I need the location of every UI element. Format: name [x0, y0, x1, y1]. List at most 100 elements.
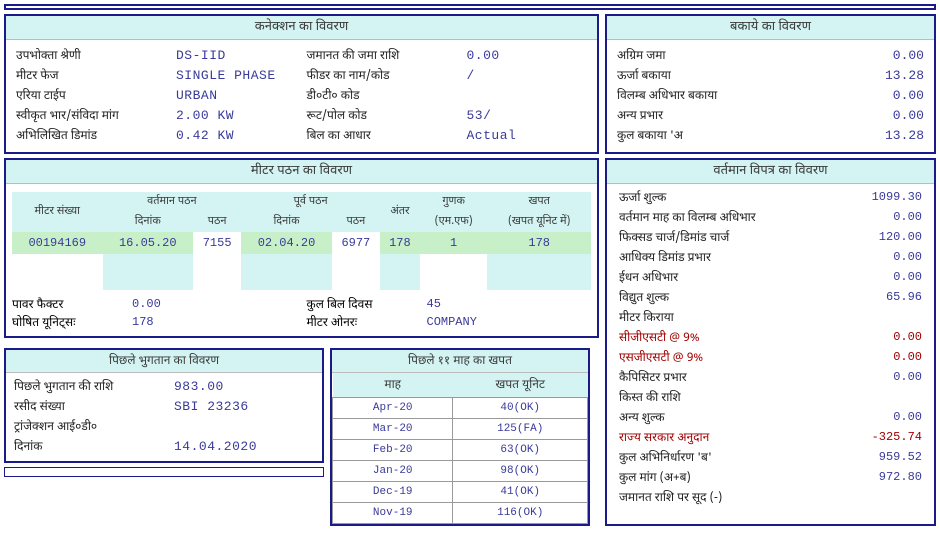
- cell-cur-date: 16.05.20: [103, 232, 194, 254]
- charge-row: आधिक्य डिमांड प्रभार0.00: [615, 248, 926, 268]
- kv-row: जमानत की जमा राशि0.00: [307, 46, 588, 66]
- history-row: Dec-1941(OK): [333, 482, 588, 503]
- kv-value: 983.00: [174, 379, 224, 395]
- kv-value: 0.00: [893, 108, 924, 124]
- charge-value: [842, 390, 922, 406]
- electricity-bill: कनेक्शन का विवरण उपभोक्ता श्रेणीDS-IIDमी…: [0, 0, 940, 534]
- charge-value: [842, 310, 922, 326]
- kv-value: SINGLE PHASE: [176, 68, 276, 84]
- connection-left: उपभोक्ता श्रेणीDS-IIDमीटर फेजSINGLE PHAS…: [16, 46, 297, 146]
- kv-label: कुल बकाया 'अ: [617, 128, 777, 144]
- charge-label: जमानत राशि पर सूद (-): [619, 490, 842, 506]
- charge-value: 0.00: [842, 250, 922, 266]
- kv-value: 13.28: [885, 68, 924, 84]
- last-payment-body: पिछले भुगतान की राशि983.00 रसीद संख्याSBI…: [6, 373, 322, 461]
- cell-diff: 178: [380, 232, 420, 254]
- history-units: 98(OK): [453, 461, 588, 482]
- charge-row: मीटर किराया: [615, 308, 926, 328]
- charge-row: एसजीएसटी @ 9%0.00: [615, 348, 926, 368]
- charge-row: कुल मांग (अ+ब)972.80: [615, 468, 926, 488]
- cell-prev-date: 02.04.20: [241, 232, 332, 254]
- kv-value: URBAN: [176, 88, 218, 104]
- arrears-panel: बकाये का विवरण अग्रिम जमा0.00ऊर्जा बकाया…: [605, 14, 936, 154]
- kv-label: दिनांक: [14, 439, 174, 455]
- kv-row: अन्य प्रभार 0.00: [617, 106, 924, 126]
- history-month: Nov-19: [333, 503, 453, 524]
- history-units: 125(FA): [453, 419, 588, 440]
- charge-value: 0.00: [842, 210, 922, 226]
- kv-label: रसीद संख्या: [14, 399, 174, 415]
- cell-cur-read: 7155: [193, 232, 241, 254]
- kv-label: ट्रांजेक्शन आई०डी०: [14, 419, 174, 435]
- th-cur: वर्तमान पठन: [103, 192, 242, 212]
- kv-row: अग्रिम जमा0.00: [617, 46, 924, 66]
- current-bill-header: वर्तमान विपत्र का विवरण: [607, 160, 934, 184]
- charge-row: जमानत राशि पर सूद (-): [615, 488, 926, 508]
- last-payment-header: पिछले भुगतान का विवरण: [6, 350, 322, 373]
- th-prev-read: पठन: [332, 212, 380, 232]
- kv-label: एरिया टाईप: [16, 88, 176, 104]
- history-units: 40(OK): [453, 398, 588, 419]
- owner-label: मीटर ओनरः: [307, 315, 427, 331]
- th-month: माह: [333, 373, 453, 398]
- history-row: Feb-2063(OK): [333, 440, 588, 461]
- meter-table: मीटर संख्या वर्तमान पठन पूर्व पठन अंतर ग…: [12, 192, 591, 290]
- charge-value: 0.00: [842, 270, 922, 286]
- days-label: कुल बिल दिवस: [307, 297, 427, 313]
- charge-label: किस्त की राशि: [619, 390, 842, 406]
- kv-row: ऊर्जा बकाया 13.28: [617, 66, 924, 86]
- meter-header: मीटर पठन का विवरण: [6, 160, 597, 184]
- kv-label: पिछले भुगतान की राशि: [14, 379, 174, 395]
- kv-value: 0.42 KW: [176, 128, 234, 144]
- kv-label: उपभोक्ता श्रेणी: [16, 48, 176, 64]
- kv-row: कुल बकाया 'अ 13.28: [617, 126, 924, 146]
- meter-blank-row: [12, 272, 591, 290]
- charge-row: किस्त की राशि: [615, 388, 926, 408]
- kv-value: 13.28: [885, 128, 924, 144]
- charge-value: 0.00: [842, 350, 922, 366]
- history-row: Jan-2098(OK): [333, 461, 588, 482]
- top-rule: [4, 4, 936, 10]
- kv-row: ट्रांजेक्शन आई०डी०: [14, 417, 314, 437]
- charge-value: 972.80: [842, 470, 922, 486]
- th-units: खपत यूनिट: [453, 373, 588, 398]
- charge-row: फिक्सड चार्ज/डिमांड चार्ज120.00: [615, 228, 926, 248]
- charge-label: कुल मांग (अ+ब): [619, 470, 842, 486]
- connection-panel: कनेक्शन का विवरण उपभोक्ता श्रेणीDS-IIDमी…: [4, 14, 599, 154]
- charge-row: सीजीएसटी @ 9%0.00: [615, 328, 926, 348]
- th-prev: पूर्व पठन: [241, 192, 380, 212]
- charge-row: राज्य सरकार अनुदान-325.74: [615, 428, 926, 448]
- kv-label: अन्य प्रभार: [617, 108, 777, 124]
- kv-row: उपभोक्ता श्रेणीDS-IID: [16, 46, 297, 66]
- kv-value: 0.00: [893, 48, 924, 64]
- charge-row: विद्युत शुल्क65.96: [615, 288, 926, 308]
- charge-value: -325.74: [842, 430, 922, 446]
- owner-value: COMPANY: [427, 315, 477, 331]
- kv-value: 2.00 KW: [176, 108, 234, 124]
- charge-value: 0.00: [842, 370, 922, 386]
- charge-value: [842, 490, 922, 506]
- th-cons: खपत: [487, 192, 591, 212]
- kv-row: एरिया टाईपURBAN: [16, 86, 297, 106]
- kv-row: दिनांक14.04.2020: [14, 437, 314, 457]
- cell-prev-read: 6977: [332, 232, 380, 254]
- kv-label: ऊर्जा बकाया: [617, 68, 777, 84]
- pf-value: 0.00: [132, 297, 161, 313]
- charge-row: अन्य शुल्क0.00: [615, 408, 926, 428]
- charge-label: ऊर्जा शुल्क: [619, 190, 842, 206]
- kv-row: अभिलिखित डिमांड0.42 KW: [16, 126, 297, 146]
- kv-row: रसीद संख्याSBI 23236: [14, 397, 314, 417]
- charge-value: 959.52: [842, 450, 922, 466]
- pf-label: पावर फैक्टर: [12, 297, 132, 313]
- kv-row: रूट/पोल कोड53/: [307, 106, 588, 126]
- days-value: 45: [427, 297, 441, 313]
- charge-label: ईधन अधिभार: [619, 270, 842, 286]
- th-cur-date: दिनांक: [103, 212, 194, 232]
- units-value: 178: [132, 315, 154, 331]
- charge-row: ईधन अधिभार0.00: [615, 268, 926, 288]
- meter-panel: मीटर पठन का विवरण मीटर संख्या वर्तमान पठ…: [4, 158, 599, 338]
- kv-value: /: [467, 68, 475, 84]
- th-mf: गुणक: [420, 192, 488, 212]
- charge-label: वर्तमान माह का विलम्ब अधिभार: [619, 210, 842, 226]
- last-payment-panel: पिछले भुगतान का विवरण पिछले भुगतान की रा…: [4, 348, 324, 463]
